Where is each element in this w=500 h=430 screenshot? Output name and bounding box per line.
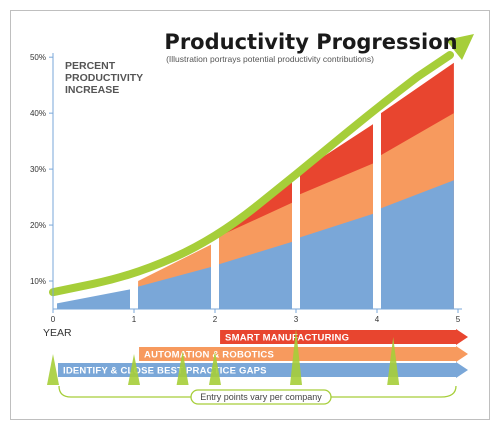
band-label-3: SMART MANUFACTURING	[225, 333, 349, 344]
entry-point-marker	[128, 354, 140, 385]
entry-bracket	[58, 385, 457, 398]
year-gap-4	[373, 71, 381, 309]
band-bar-3	[220, 330, 456, 344]
x-tick-label: 5	[456, 315, 461, 324]
chart-frame: 10% 20% 30% 40% 50% 0 1 2 3 4 5 IDENTIFY & CLOSE B…	[10, 10, 490, 420]
band-bar-1	[58, 363, 456, 377]
year-gap-1	[130, 71, 138, 309]
x-tick-label: 0	[51, 315, 56, 324]
trend-arrowhead	[446, 34, 474, 60]
series-area-1	[57, 180, 454, 309]
band-arrowhead-1	[456, 362, 468, 378]
year-gap-2	[211, 71, 219, 309]
chart-title: Productivity Progression	[164, 30, 457, 54]
band-label-2: AUTOMATION & ROBOTICS	[144, 350, 274, 361]
y-tick-label: 30%	[30, 165, 46, 174]
entry-point-marker	[290, 329, 302, 385]
x-tick-label: 4	[375, 315, 380, 324]
x-axis-label: YEAR	[43, 327, 72, 339]
y-axis-label-line-3: INCREASE	[65, 84, 119, 96]
productivity-chart: 10% 20% 30% 40% 50% 0 1 2 3 4 5 IDENTIFY & CLOSE B…	[30, 30, 474, 405]
entry-point-marker	[387, 337, 400, 385]
entry-point-marker	[176, 351, 189, 385]
y-tick-label: 20%	[30, 221, 46, 230]
entry-points-note: Entry points vary per company	[200, 392, 322, 402]
y-axis-label-line-2: PRODUCTIVITY	[65, 72, 143, 84]
chart-subtitle: (Illustration portrays potential product…	[166, 54, 374, 64]
entry-point-marker	[47, 354, 59, 385]
trend-line	[49, 51, 454, 297]
x-tick-label: 1	[132, 315, 137, 324]
y-tick-label: 40%	[30, 109, 46, 118]
band-arrowhead-2	[456, 346, 468, 362]
band-label-1: IDENTIFY & CLOSE BEST PRACTICE GAPS	[63, 366, 267, 377]
x-tick-label: 2	[213, 315, 218, 324]
y-tick-label: 50%	[30, 53, 46, 62]
band-arrowhead-3	[456, 329, 468, 345]
entry-point-marker	[209, 351, 221, 385]
y-tick-label: 10%	[30, 277, 46, 286]
year-gap-3	[292, 71, 300, 309]
entry-note-pill	[190, 389, 332, 405]
x-tick-label: 3	[294, 315, 299, 324]
y-axis-label-line-1: PERCENT	[65, 60, 116, 72]
